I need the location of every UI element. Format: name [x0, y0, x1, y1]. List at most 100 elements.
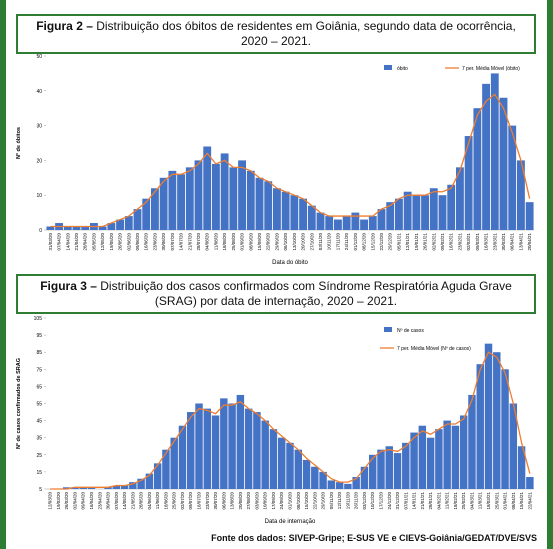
x-tick-label: 14/04/20 [65, 233, 70, 251]
figure-label: Figura 2 – [36, 19, 93, 33]
x-tick-label: 28/07/20 [196, 233, 201, 251]
bar [187, 412, 195, 489]
x-tick-label: 14/05/20 [122, 492, 127, 510]
x-tick-label: 05/05/20 [91, 233, 96, 251]
x-tick-label: 04/02/21 [436, 492, 441, 510]
y-axis-title: Nº de óbitos [16, 127, 22, 159]
x-tick-label: 07/01/21 [403, 492, 408, 510]
x-tick-label: 12/11/20 [337, 492, 342, 510]
y-tick-label: 75 [36, 367, 42, 373]
bar [360, 466, 369, 489]
x-tick-label: 07/05/20 [114, 492, 119, 510]
bar [410, 432, 418, 489]
bar [493, 352, 501, 489]
x-tick-label: 09/07/20 [188, 492, 193, 510]
bar [307, 205, 316, 230]
x-tick-label: 10/09/20 [263, 492, 268, 510]
bar [137, 478, 145, 489]
bar [451, 425, 460, 489]
x-tick-label: 11/03/21 [478, 492, 483, 510]
x-tick-label: 12/01/21 [405, 233, 410, 251]
x-tick-label: 13/08/20 [230, 492, 235, 510]
bar [438, 195, 447, 230]
page: Figura 2 – Distribuição dos óbitos de re… [6, 0, 547, 549]
bar [278, 437, 286, 489]
x-tick-label: 08/09/20 [248, 233, 253, 251]
y-tick-label: 20 [36, 158, 42, 164]
caption-box: Figura 3 – Distribuição dos casos confir… [16, 274, 536, 314]
x-tick-label: 25/08/20 [231, 233, 236, 251]
x-tick-label: 28/01/21 [428, 492, 433, 510]
x-tick-label: 23/07/20 [205, 492, 210, 510]
bar [162, 449, 170, 489]
bar [63, 226, 72, 230]
bar [525, 202, 534, 230]
y-tick-label: 35 [36, 436, 42, 442]
y-tick-label: 0 [39, 228, 42, 234]
x-tick-label: 09/02/21 [440, 233, 445, 251]
x-tick-label: 08/04/21 [511, 492, 516, 510]
bar [273, 188, 281, 230]
bar [185, 167, 194, 230]
x-tick-label: 06/08/20 [221, 492, 226, 510]
bar [473, 108, 482, 230]
bar [255, 177, 264, 230]
bar [72, 226, 81, 230]
bar [253, 412, 261, 489]
x-tick-label: 07/04/20 [57, 233, 62, 251]
x-tick-label: 19/11/20 [345, 492, 350, 510]
x-tick-label: 16/03/21 [484, 233, 489, 251]
y-tick-label: 30 [36, 124, 42, 130]
x-tick-label: 08/12/20 [362, 233, 367, 251]
caption-text: Distribuição dos óbitos de residentes em… [96, 19, 516, 48]
bar [129, 482, 137, 489]
caption-box: Figura 2 – Distribuição dos óbitos de re… [16, 14, 536, 54]
x-tick-label: 22/12/20 [379, 233, 384, 251]
y-tick-label: 5 [39, 487, 42, 493]
x-tick-label: 26/05/20 [118, 233, 123, 251]
x-tick-label: 25/06/20 [172, 492, 177, 510]
x-tick-label: 25/02/21 [461, 492, 466, 510]
x-tick-label: 23/06/20 [152, 233, 157, 251]
legend-label: 7 per. Média Móvel (óbito) [462, 66, 520, 72]
x-tick-label: 29/10/20 [321, 492, 326, 510]
x-tick-label: 30/06/20 [161, 233, 166, 251]
x-tick-label: 05/01/21 [396, 233, 401, 251]
x-tick-label: 03/09/20 [254, 492, 259, 510]
x-tick-label: 14/07/20 [179, 233, 184, 251]
x-tick-label: 04/08/20 [205, 233, 210, 251]
bar [177, 174, 185, 230]
x-tick-label: 17/12/20 [378, 492, 383, 510]
x-tick-label: 18/08/20 [222, 233, 227, 251]
x-tick-label: 01/04/21 [503, 492, 508, 510]
x-tick-label: 22/04/21 [527, 492, 532, 510]
bar [464, 136, 473, 230]
y-tick-label: 40 [36, 89, 42, 95]
bar [501, 369, 509, 489]
x-tick-label: 23/03/21 [492, 233, 497, 251]
x-tick-label: 27/08/20 [246, 492, 251, 510]
x-tick-label: 20/10/20 [301, 233, 306, 251]
x-tick-label: 04/03/21 [469, 492, 474, 510]
y-tick-label: 55 [36, 402, 42, 408]
chart: 0 10 20 30 40 50 31/03/20 07/04/20 14/04/20 21/04… [16, 54, 534, 266]
bar [203, 146, 212, 230]
y-tick-label: 95 [36, 333, 42, 339]
bar [203, 408, 212, 489]
x-tick-label: 01/09/20 [240, 233, 245, 251]
bar [79, 487, 87, 489]
x-tick-label: 01/10/20 [288, 492, 293, 510]
x-tick-label: 31/12/20 [395, 492, 400, 510]
bar [246, 170, 255, 230]
bar [299, 198, 307, 230]
legend-label: Nº de casos [397, 328, 424, 334]
bar [360, 219, 368, 230]
x-tick-label: 07/07/20 [170, 233, 175, 251]
bar [456, 167, 464, 230]
bar [509, 403, 518, 489]
x-tick-label: 04/06/20 [147, 492, 152, 510]
bar [418, 425, 427, 489]
x-tick-label: 18/03/21 [486, 492, 491, 510]
bar [377, 449, 385, 489]
y-tick-label: 50 [36, 54, 42, 60]
